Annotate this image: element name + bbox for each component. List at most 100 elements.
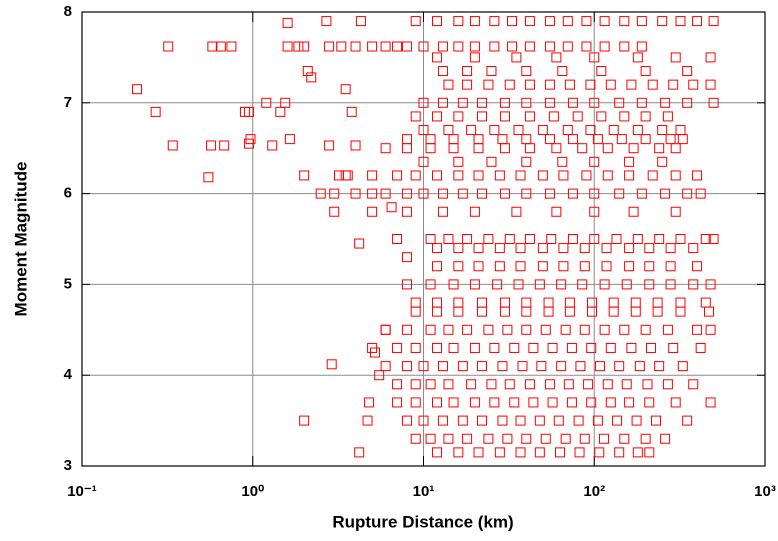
point [507,41,518,52]
point [642,379,653,390]
point [437,66,448,77]
point [660,188,671,199]
point [614,447,625,458]
point [329,206,340,217]
point [486,156,497,167]
point [682,188,693,199]
point [621,379,632,390]
point [632,447,643,458]
point [567,234,578,244]
point [619,433,630,444]
point [581,41,592,52]
point [453,243,464,254]
point [502,433,513,444]
point [630,306,641,317]
point [626,79,637,90]
point [410,170,421,181]
point [688,243,699,254]
point [448,279,459,290]
point [589,52,600,63]
point [695,342,706,353]
point [150,106,161,117]
point [644,447,655,458]
point [562,125,573,136]
point [551,143,562,154]
point [665,134,676,145]
point [599,324,610,335]
point [628,143,639,154]
point [644,397,655,408]
point [206,140,217,151]
point [589,156,600,167]
point [586,397,597,408]
x-axis-label: Rupture Distance (km) [332,512,513,531]
point [543,306,554,317]
point [367,170,378,181]
x-tick-label: 10⁻¹ [67,483,97,500]
point [410,297,421,308]
point [476,111,487,122]
point [306,72,317,83]
point [410,111,421,122]
point [380,41,391,52]
point [453,156,464,167]
point [432,170,443,181]
point [513,125,524,136]
point [457,188,468,199]
point [705,52,716,63]
point [704,306,715,317]
point [608,297,619,308]
point [557,66,568,77]
point [537,170,548,181]
y-tick-label: 4 [64,366,73,383]
point [544,188,555,199]
point [392,379,403,390]
point [614,97,625,108]
point [646,342,657,353]
point [336,41,347,52]
point [647,170,658,181]
point [324,140,335,151]
point [630,297,641,308]
point [524,111,535,122]
point [557,156,568,167]
point [626,342,637,353]
point [528,342,539,353]
point [688,79,699,90]
point [660,97,671,108]
point [708,97,719,108]
point [489,342,500,353]
point [476,415,487,426]
point [536,361,547,372]
point [432,297,443,308]
point [499,188,510,199]
point [553,415,564,426]
point [354,447,365,458]
point [401,252,412,263]
point [299,415,310,426]
point [504,234,515,244]
point [640,66,651,77]
point [654,143,665,154]
point [401,134,412,145]
point [589,97,600,108]
point [497,134,508,145]
point [644,243,655,254]
point [567,188,578,199]
point [346,106,357,117]
point [599,279,610,290]
point [515,243,526,254]
point [502,324,513,335]
point [544,97,555,108]
point [692,261,703,272]
point [326,359,337,370]
point [624,156,635,167]
y-tick-label: 6 [64,185,72,202]
point [579,261,590,272]
point [624,261,635,272]
point [401,188,412,199]
point [392,397,403,408]
point [469,41,480,52]
point [329,188,340,199]
